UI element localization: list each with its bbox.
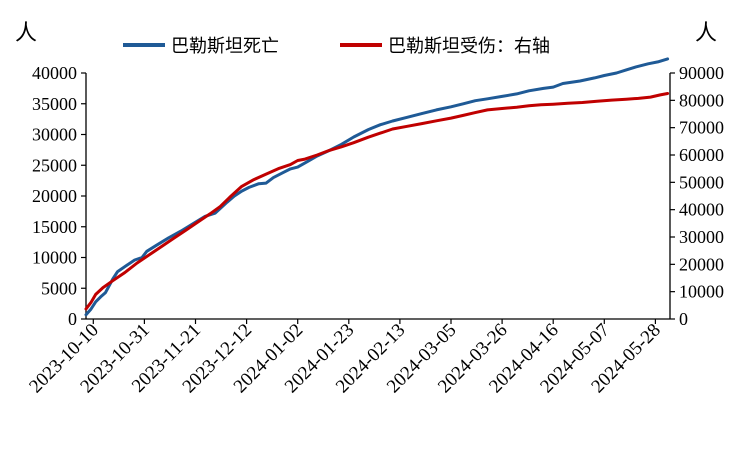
series-line-injuries — [84, 92, 670, 311]
y-left-tick-label: 30000 — [32, 125, 77, 145]
y-right-tick-label: 40000 — [679, 200, 724, 220]
axes-group: 0 5000 10000 15000 20000 25000 30000 35000 40000… — [25, 63, 724, 397]
legend: 巴勒斯坦死亡 巴勒斯坦受伤：右轴 — [123, 36, 550, 57]
y-right-tick-label: 0 — [679, 309, 688, 329]
y-right-tick-label: 90000 — [679, 63, 724, 83]
left-axis-unit: 人 — [15, 21, 37, 46]
series-line-deaths — [84, 57, 670, 317]
legend-label-deaths: 巴勒斯坦死亡 — [171, 36, 279, 57]
y-left-tick-label: 35000 — [32, 94, 77, 114]
y-left-tick-label: 40000 — [32, 63, 77, 83]
y-left-tick-label: 25000 — [32, 155, 77, 175]
y-left-tick-label: 5000 — [41, 278, 77, 298]
series-group — [84, 57, 670, 317]
y-left-tick-label: 0 — [68, 309, 77, 329]
y-right-tick-label: 50000 — [679, 172, 724, 192]
y-right-tick-label: 10000 — [679, 282, 724, 302]
y-right-tick-label: 70000 — [679, 118, 724, 138]
y-left-tick-label: 10000 — [32, 248, 77, 268]
right-axis-unit: 人 — [695, 21, 717, 46]
y-right-tick-label: 60000 — [679, 145, 724, 165]
y-left-tick-label: 20000 — [32, 186, 77, 206]
y-right-tick-label: 30000 — [679, 227, 724, 247]
y-right-tick-label: 20000 — [679, 254, 724, 274]
y-right-tick-label: 80000 — [679, 90, 724, 110]
y-left-tick-label: 15000 — [32, 217, 77, 237]
legend-label-injuries: 巴勒斯坦受伤：右轴 — [388, 36, 550, 57]
